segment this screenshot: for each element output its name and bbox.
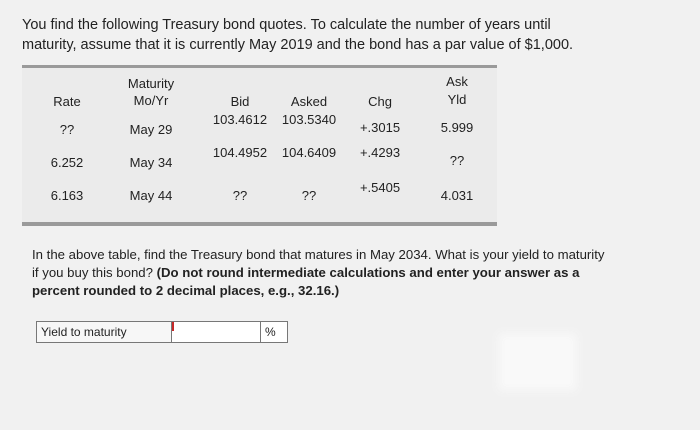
intro-line: You find the following Treasury bond quo…: [22, 17, 551, 33]
table-cell: 4.031: [440, 188, 474, 203]
table-cell: May 29: [129, 122, 173, 137]
blurred-area: [505, 340, 570, 384]
table-cell: 104.4952: [212, 145, 268, 160]
question-text: In the above table, find the Treasury bo…: [32, 247, 605, 280]
column-header: Asked: [290, 94, 328, 109]
column-header: Maturity: [127, 76, 175, 91]
table-cell: ??: [449, 153, 465, 168]
table-cell: May 44: [129, 188, 173, 203]
column-header: Mo/Yr: [133, 93, 169, 108]
table-cell: 103.5340: [281, 112, 337, 127]
table-cell: +.5405: [359, 180, 401, 195]
intro-line: maturity, assume that it is currently Ma…: [22, 37, 574, 53]
answer-input[interactable]: [172, 322, 261, 342]
column-header: Rate: [53, 94, 81, 109]
answer-unit: %: [265, 325, 276, 339]
column-header: Yld: [447, 92, 467, 107]
table-cell: +.3015: [359, 120, 401, 135]
table-cell: May 34: [129, 155, 173, 170]
table-cell: 103.4612: [212, 112, 268, 127]
table-cell: 5.999: [440, 120, 474, 135]
table-cell: 6.163: [50, 188, 84, 203]
quote-table: Rate Maturity Mo/Yr Bid Asked Chg Ask Yld?? May …: [22, 65, 497, 226]
answer-label: Yield to maturity: [37, 322, 172, 342]
table-cell: 104.6409: [281, 145, 337, 160]
table-cell: ??: [301, 188, 317, 203]
question: In the above table, find the Treasury bo…: [32, 246, 612, 300]
answer-row: Yield to maturity %: [36, 321, 288, 343]
table-cell: 6.252: [50, 155, 84, 170]
column-header: Ask: [446, 74, 468, 89]
table-cell: ??: [232, 188, 248, 203]
column-header: Bid: [230, 94, 250, 109]
table-cell: ??: [59, 122, 75, 137]
question-instruction: (Do not round intermediate calculations …: [32, 265, 580, 298]
table-cell: +.4293: [359, 145, 401, 160]
column-header: Chg: [368, 94, 392, 109]
